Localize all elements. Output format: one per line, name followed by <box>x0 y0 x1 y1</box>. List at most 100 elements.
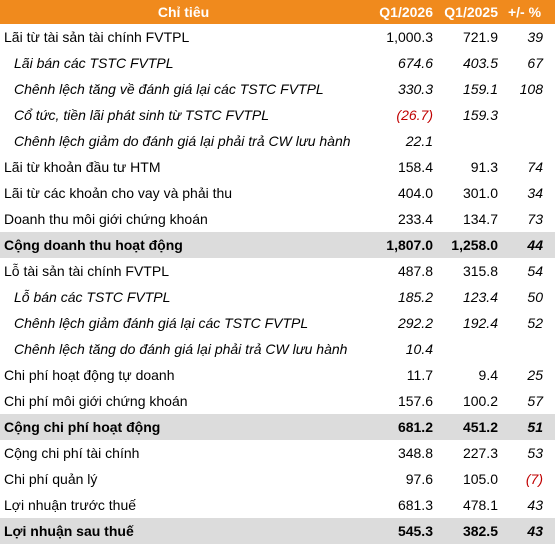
value-q1-2026: 11.7 <box>406 367 433 383</box>
row-label: Lãi từ các khoản cho vay và phải thu <box>4 185 233 201</box>
row-label: Lỗ bán các TSTC FVTPL <box>14 289 171 305</box>
value-q1-2026: 681.3 <box>397 497 433 513</box>
row-label: Lãi bán các TSTC FVTPL <box>14 55 174 71</box>
table-body: Lãi từ tài sản tài chính FVTPL 1,000.3 721… <box>0 24 555 544</box>
row-label: Cộng chi phí hoạt động <box>4 419 161 435</box>
table-row: Chênh lệch giảm do đánh giá lại phải trả… <box>0 128 555 154</box>
value-change-pct: 52 <box>527 315 543 331</box>
table-row: Lãi bán các TSTC FVTPL 674.6 403.5 67 <box>0 50 555 76</box>
table-row: Lãi từ tài sản tài chính FVTPL 1,000.3 721… <box>0 24 555 50</box>
value-change-pct: 43 <box>527 523 543 539</box>
table-row: Cổ tức, tiền lãi phát sinh từ TSTC FVTPL… <box>0 102 555 128</box>
value-q1-2026: 487.8 <box>397 263 433 279</box>
table-row: Chênh lệch tăng do đánh giá lại phải trả… <box>0 336 555 362</box>
value-q1-2026: 157.6 <box>397 393 433 409</box>
value-change-pct: 53 <box>527 445 543 461</box>
value-q1-2026: 348.8 <box>397 445 433 461</box>
row-label: Chênh lệch giảm đánh giá lại các TSTC FV… <box>14 315 309 331</box>
header-change-pct: +/- % <box>507 4 542 20</box>
value-change-pct: 51 <box>527 419 543 435</box>
value-q1-2026: 22.1 <box>405 133 433 149</box>
table-row: Cộng chi phí tài chính 348.8 227.3 53 <box>0 440 555 466</box>
value-q1-2026: 97.6 <box>405 471 433 487</box>
value-q1-2025: 478.1 <box>462 497 498 513</box>
table-row: Lợi nhuận trước thuế 681.3 478.1 43 <box>0 492 555 518</box>
value-q1-2025: 100.2 <box>462 393 498 409</box>
value-change-pct: (7) <box>525 471 543 487</box>
row-label: Chi phí quản lý <box>4 471 98 487</box>
row-label: Chênh lệch tăng về đánh giá lại các TSTC… <box>14 81 324 97</box>
value-q1-2026: 1,000.3 <box>386 29 433 45</box>
value-q1-2025: 403.5 <box>462 55 498 71</box>
table-row: Chi phí quản lý 97.6 105.0 (7) <box>0 466 555 492</box>
value-q1-2026: 681.2 <box>397 419 433 435</box>
value-change-pct: 57 <box>527 393 543 409</box>
value-q1-2026: 292.2 <box>397 315 433 331</box>
value-change-pct: 50 <box>527 289 543 305</box>
table-row: Doanh thu môi giới chứng khoán 233.4 134.7… <box>0 206 555 232</box>
header-q1-2026: Q1/2026 <box>379 4 433 20</box>
value-change-pct: 39 <box>527 29 543 45</box>
row-label: Cộng chi phí tài chính <box>4 445 140 461</box>
value-change-pct: 108 <box>519 81 543 97</box>
value-q1-2025: 91.3 <box>470 159 498 175</box>
table-row: Lỗ tài sản tài chính FVTPL 487.8 315.8 54 <box>0 258 555 284</box>
value-q1-2025: 123.4 <box>462 289 498 305</box>
row-label: Lỗ tài sản tài chính FVTPL <box>4 263 169 279</box>
value-q1-2026: 404.0 <box>397 185 433 201</box>
value-q1-2025: 105.0 <box>462 471 498 487</box>
value-q1-2025: 382.5 <box>462 523 498 539</box>
row-label: Cổ tức, tiền lãi phát sinh từ TSTC FVTPL <box>14 107 270 123</box>
value-change-pct: 43 <box>527 497 543 513</box>
value-q1-2026: 185.2 <box>397 289 433 305</box>
value-q1-2025: 315.8 <box>462 263 498 279</box>
table-row: Chi phí hoạt động tự doanh 11.7 9.4 25 <box>0 362 555 388</box>
table-header: Chỉ tiêu Q1/2026 Q1/2025 +/- % <box>0 0 555 24</box>
header-label: Chỉ tiêu <box>157 4 210 20</box>
value-q1-2025: 721.9 <box>462 29 498 45</box>
row-label: Doanh thu môi giới chứng khoán <box>4 211 208 227</box>
table-row: Lãi từ khoản đầu tư HTM 158.4 91.3 74 <box>0 154 555 180</box>
value-q1-2025: 451.2 <box>462 419 498 435</box>
value-q1-2026: 1,807.0 <box>386 237 433 253</box>
table-row: Cộng chi phí hoạt động 681.2 451.2 51 <box>0 414 555 440</box>
value-q1-2026: 545.3 <box>397 523 433 539</box>
table-row: Chi phí môi giới chứng khoán 157.6 100.2 57 <box>0 388 555 414</box>
row-label: Lợi nhuận trước thuế <box>4 497 137 513</box>
value-change-pct: 54 <box>527 263 543 279</box>
value-q1-2025: 301.0 <box>462 185 498 201</box>
row-label: Lãi từ tài sản tài chính FVTPL <box>4 29 190 45</box>
value-q1-2025: 227.3 <box>462 445 498 461</box>
row-label: Lợi nhuận sau thuế <box>4 523 134 539</box>
table-row: Cộng doanh thu hoạt động 1,807.0 1,258.0 44 <box>0 232 555 258</box>
table-row: Lỗ bán các TSTC FVTPL 185.2 123.4 50 <box>0 284 555 310</box>
value-q1-2025: 9.4 <box>478 367 498 383</box>
header-q1-2025: Q1/2025 <box>444 4 498 20</box>
value-q1-2025: 192.4 <box>462 315 498 331</box>
table-row: Lợi nhuận sau thuế 545.3 382.5 43 <box>0 518 555 544</box>
value-change-pct: 74 <box>527 159 543 175</box>
row-label: Chi phí hoạt động tự doanh <box>4 367 175 383</box>
row-label: Cộng doanh thu hoạt động <box>4 237 183 253</box>
value-change-pct: 73 <box>527 211 543 227</box>
row-label: Chênh lệch giảm do đánh giá lại phải trả… <box>14 133 351 149</box>
table-row: Lãi từ các khoản cho vay và phải thu 404.… <box>0 180 555 206</box>
value-q1-2025: 159.3 <box>462 107 498 123</box>
table-row: Chênh lệch giảm đánh giá lại các TSTC FV… <box>0 310 555 336</box>
value-change-pct: 34 <box>527 185 543 201</box>
row-label: Chi phí môi giới chứng khoán <box>4 393 188 409</box>
value-q1-2025: 134.7 <box>462 211 498 227</box>
value-q1-2026: 158.4 <box>397 159 433 175</box>
value-q1-2025: 159.1 <box>462 81 498 97</box>
value-change-pct: 25 <box>527 367 543 383</box>
value-q1-2026: 330.3 <box>397 81 433 97</box>
value-q1-2025: 1,258.0 <box>451 237 498 253</box>
table-row: Chênh lệch tăng về đánh giá lại các TSTC… <box>0 76 555 102</box>
value-q1-2026: 233.4 <box>397 211 433 227</box>
row-label: Lãi từ khoản đầu tư HTM <box>4 159 161 175</box>
value-change-pct: 44 <box>527 237 543 253</box>
value-q1-2026: 10.4 <box>405 341 433 357</box>
value-change-pct: 67 <box>527 55 543 71</box>
value-q1-2026: (26.7) <box>396 107 433 123</box>
